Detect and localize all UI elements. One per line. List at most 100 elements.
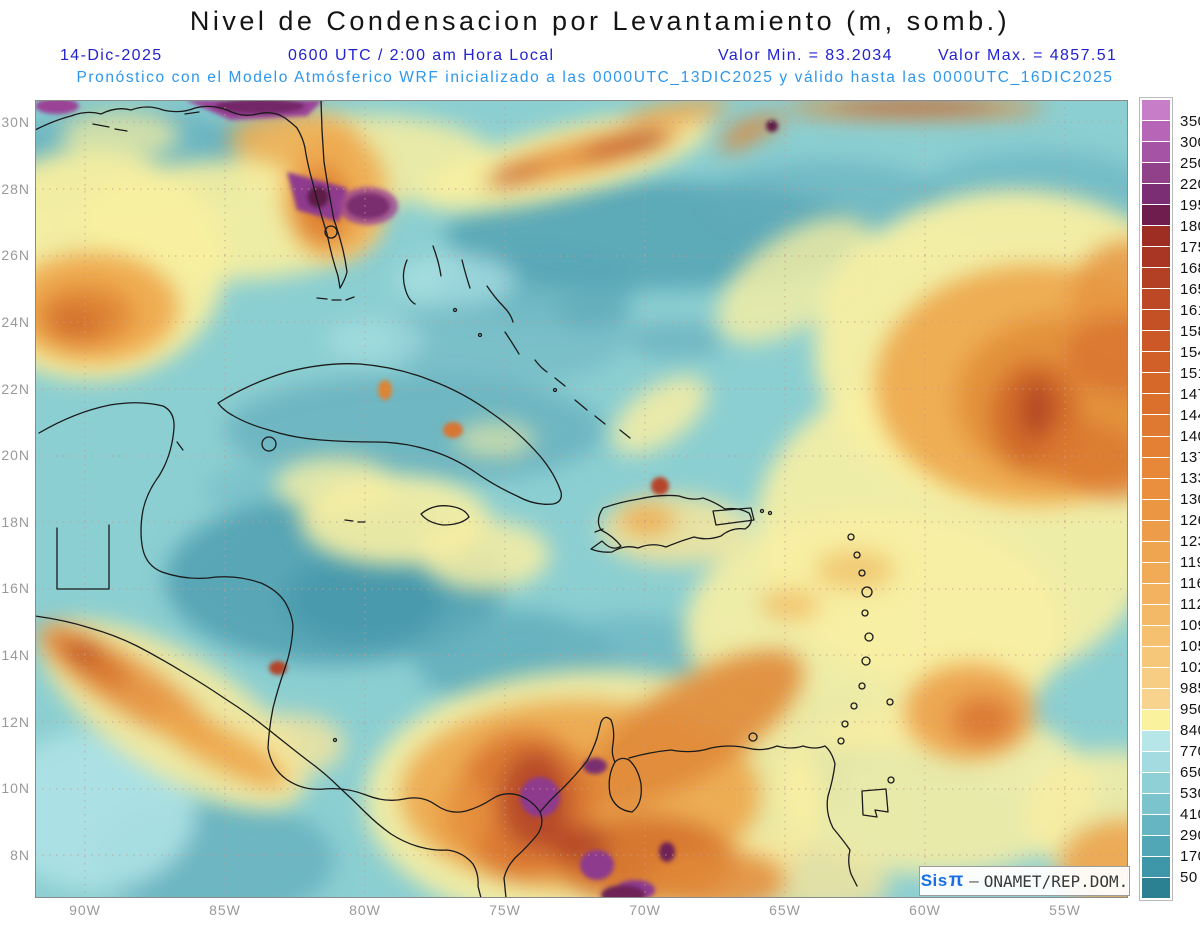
colorbar-segment xyxy=(1142,373,1170,395)
colorbar-segment xyxy=(1142,751,1170,773)
chart-title: Nivel de Condensacion por Levantamiento … xyxy=(189,6,1011,36)
colorbar-level-label: 3500 xyxy=(1180,113,1200,130)
colorbar-level-label: 290 xyxy=(1180,827,1200,844)
colorbar-level-label: 50 xyxy=(1180,869,1198,886)
colorbar-segment xyxy=(1142,100,1170,122)
colorbar-level-label: 1800 xyxy=(1180,218,1200,235)
lon-tick-label: 60W xyxy=(909,902,941,918)
longitude-axis: 90W 85W 80W 75W 70W 65W 60W 55W xyxy=(0,902,1200,922)
colorbar-segment xyxy=(1142,625,1170,647)
lat-tick-label: 16N xyxy=(1,580,30,597)
lat-tick-label: 8N xyxy=(10,847,30,864)
watermark-org: ONAMET/REP.DOM. xyxy=(983,871,1129,891)
lat-tick-label: 18N xyxy=(1,513,30,530)
colorbar-segment xyxy=(1142,562,1170,584)
lat-tick-label: 10N xyxy=(1,780,30,797)
colorbar-segment xyxy=(1142,773,1170,795)
value-max-label: Valor Max. = 4857.51 xyxy=(938,47,1118,64)
colorbar-level-label: 1195 xyxy=(1180,554,1200,571)
colorbar-segment xyxy=(1142,730,1170,752)
lat-tick-label: 28N xyxy=(1,180,30,197)
colorbar-level-label: 770 xyxy=(1180,743,1200,760)
orange-regions xyxy=(8,98,1195,910)
colorbar-level-label: 1300 xyxy=(1180,491,1200,508)
watermark-brand: Sis xyxy=(920,871,948,890)
colorbar-segment xyxy=(1142,836,1170,858)
colorbar-level-label: 1335 xyxy=(1180,470,1200,487)
lat-tick-label: 14N xyxy=(1,647,30,664)
colorbar-segment xyxy=(1142,436,1170,458)
colorbar-segment xyxy=(1142,478,1170,500)
colorbar-segment xyxy=(1142,457,1170,479)
map-area: Sis π – ONAMET/REP.DOM. xyxy=(0,97,1200,927)
colorbar-segment xyxy=(1142,226,1170,248)
colorbar-level-label: 1370 xyxy=(1180,449,1200,466)
colorbar-segment xyxy=(1142,121,1170,143)
colorbar-level-label: 1055 xyxy=(1180,638,1200,655)
colorbar-level-label: 950 xyxy=(1180,701,1200,718)
colorbar-segment xyxy=(1142,415,1170,437)
colorbar-level-label: 530 xyxy=(1180,785,1200,802)
colorbar-segment xyxy=(1142,184,1170,206)
colorbar-level-label: 1160 xyxy=(1180,575,1200,592)
colorbar-segment xyxy=(1142,142,1170,164)
lat-tick-label: 22N xyxy=(1,380,30,397)
colorbar-level-label: 170 xyxy=(1180,848,1200,865)
colorbar xyxy=(1139,97,1173,901)
colorbar-level-label: 1580 xyxy=(1180,323,1200,340)
colorbar-segment xyxy=(1142,205,1170,227)
pi-symbol-icon: π xyxy=(948,870,964,891)
colorbar-level-label: 1125 xyxy=(1180,596,1200,613)
lat-tick-label: 12N xyxy=(1,713,30,730)
colorbar-level-label: 1475 xyxy=(1180,386,1200,403)
lat-tick-label: 24N xyxy=(1,313,30,330)
colorbar-segment xyxy=(1142,878,1170,899)
colorbar-segment xyxy=(1142,857,1170,879)
lat-tick-label: 20N xyxy=(1,447,30,464)
colorbar-segment xyxy=(1142,794,1170,816)
value-min-label: Valor Min. = 83.2034 xyxy=(718,47,893,64)
lon-tick-label: 80W xyxy=(349,902,381,918)
colorbar-segment xyxy=(1142,604,1170,626)
colorbar-segment xyxy=(1142,688,1170,710)
colorbar-level-label: 1685 xyxy=(1180,260,1200,277)
colorbar-segment xyxy=(1142,352,1170,374)
colorbar-segment xyxy=(1142,646,1170,668)
colorbar-level-label: 410 xyxy=(1180,806,1200,823)
lon-tick-label: 70W xyxy=(629,902,661,918)
lat-tick-label: 30N xyxy=(1,114,30,130)
colorbar-level-label: 1510 xyxy=(1180,365,1200,382)
purple-regions xyxy=(35,98,778,905)
colorbar-level-label: 1090 xyxy=(1180,617,1200,634)
colorbar-level-label: 2200 xyxy=(1180,176,1200,193)
latitude-axis: 30N 28N 26N 24N 22N 20N 18N 16N 14N 12N 10N 8N xyxy=(0,0,32,927)
map-graphic xyxy=(0,97,1200,927)
colorbar-level-label: 985 xyxy=(1180,680,1200,697)
colorbar-segment xyxy=(1142,394,1170,416)
colorbar-segment xyxy=(1142,310,1170,332)
colorbar-level-label: 3000 xyxy=(1180,134,1200,151)
colorbar-segment xyxy=(1142,289,1170,311)
colorbar-segment xyxy=(1142,331,1170,353)
colorbar-level-label: 840 xyxy=(1180,722,1200,739)
colorbar-level-label: 1650 xyxy=(1180,281,1200,298)
watermark-badge: Sis π – ONAMET/REP.DOM. xyxy=(919,866,1130,896)
colorbar-segment xyxy=(1142,163,1170,185)
colorbar-segment xyxy=(1142,709,1170,731)
colorbar-level-label: 2500 xyxy=(1180,155,1200,172)
colorbar-level-label: 1405 xyxy=(1180,428,1200,445)
lat-tick-label: 26N xyxy=(1,247,30,264)
colorbar-level-label: 1950 xyxy=(1180,197,1200,214)
colorbar-segment xyxy=(1142,583,1170,605)
colorbar-segment xyxy=(1142,520,1170,542)
map-frame xyxy=(35,100,1128,898)
colorbar-segment xyxy=(1142,268,1170,290)
valid-date: 14-Dic-2025 xyxy=(60,47,163,64)
colorbar-segment xyxy=(1142,815,1170,837)
colorbar-segment xyxy=(1142,247,1170,269)
lon-tick-label: 85W xyxy=(209,902,241,918)
watermark-separator: – xyxy=(969,871,979,890)
gridlines xyxy=(35,100,1128,898)
